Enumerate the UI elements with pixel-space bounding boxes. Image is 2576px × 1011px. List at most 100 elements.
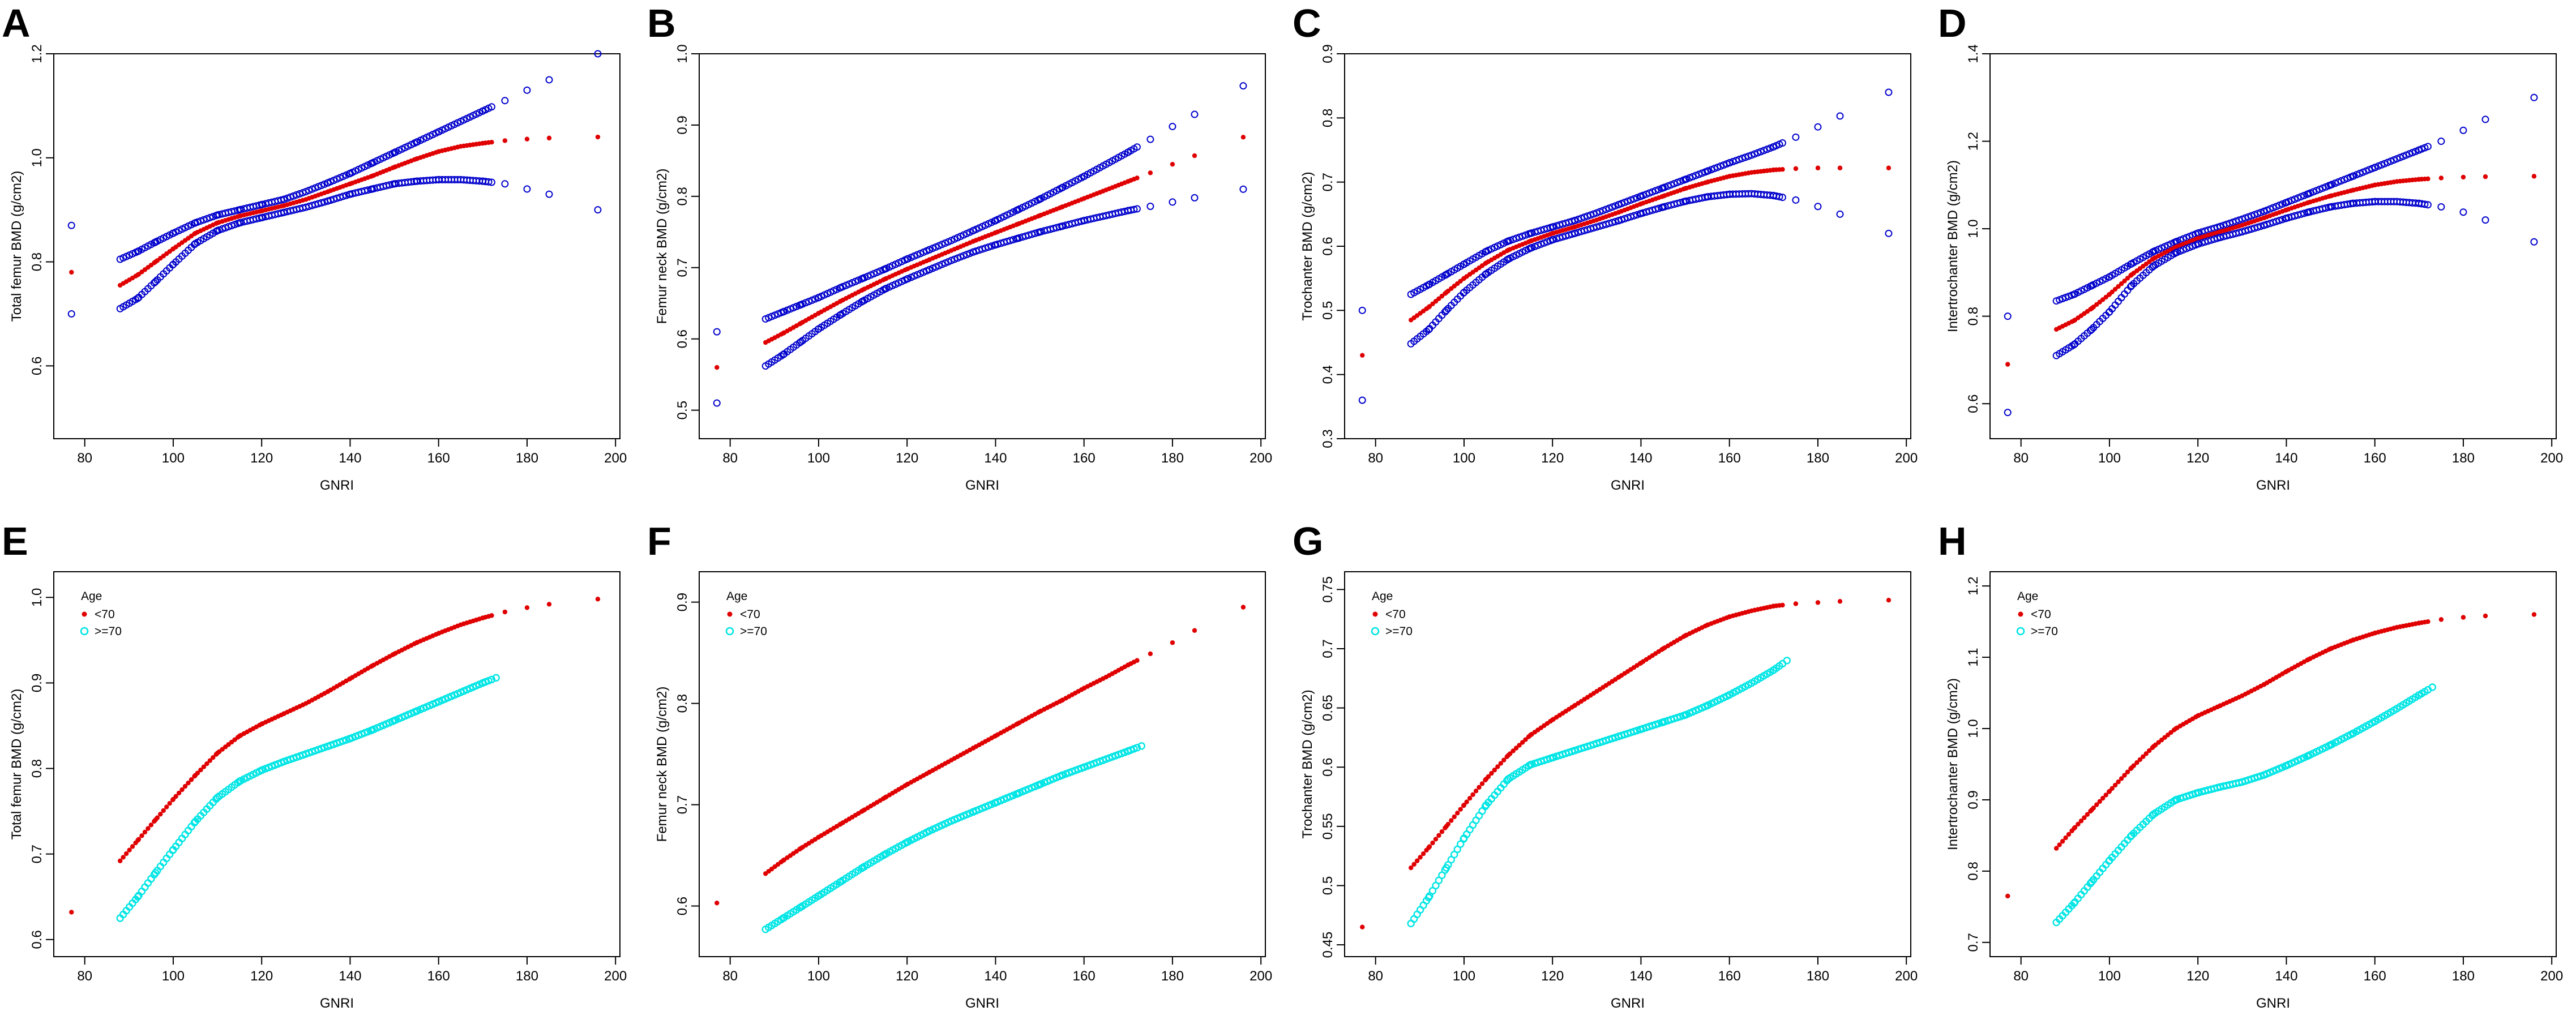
data-point: [67, 310, 75, 318]
data-point: [1133, 744, 1141, 752]
x-tick-label: 180: [1161, 451, 1184, 466]
series--70: [1407, 657, 1791, 928]
data-point: [2235, 216, 2243, 224]
data-point: [1815, 165, 1821, 170]
x-axis-title: GNRI: [1611, 478, 1645, 493]
y-axis-title: Trochanter BMD (g/cm2): [1300, 172, 1315, 320]
x-tick-label: 140: [339, 969, 361, 984]
data-point: [286, 193, 294, 201]
data-point: [1886, 598, 1892, 603]
series--70: [1360, 598, 1892, 929]
panel-a: A 80 100 120 140 160 180 200 0.6 0.8 1.0 1.2 GNRI Tot…: [2, 1, 627, 493]
data-point: [1520, 740, 1525, 745]
x-tick-label: 80: [1368, 969, 1383, 984]
data-point: [1584, 212, 1591, 220]
data-point: [293, 191, 301, 199]
panel-label-h: H: [1938, 519, 1967, 563]
x-tick-label: 100: [162, 451, 185, 466]
data-point: [1836, 210, 1844, 218]
data-point: [182, 783, 188, 789]
data-point: [231, 221, 239, 229]
x-tick-label: 120: [1541, 969, 1564, 984]
data-point: [1590, 210, 1598, 218]
y-tick-label: 0.8: [675, 694, 690, 713]
y-tick-label: 0.5: [1320, 301, 1336, 320]
data-point: [2425, 176, 2430, 182]
data-point: [713, 328, 721, 336]
x-tick-label: 80: [77, 451, 92, 466]
data-point: [2125, 276, 2130, 281]
data-point: [2483, 613, 2488, 619]
data-point: [127, 847, 132, 853]
data-point: [2424, 143, 2432, 151]
legend-marker-cyan: [1371, 627, 1380, 636]
data-point: [2094, 802, 2099, 807]
data-point: [1518, 232, 1526, 240]
x-tick-label: 140: [1629, 451, 1652, 466]
y-axis-title: Trochanter BMD (g/cm2): [1300, 689, 1315, 838]
panel-label-f: F: [647, 519, 671, 563]
data-point: [2437, 203, 2445, 211]
data-point: [1793, 601, 1799, 606]
data-point: [136, 837, 142, 842]
legend-marker-cyan: [2016, 627, 2025, 636]
data-point: [595, 134, 601, 140]
data-point: [2072, 825, 2078, 830]
data-point: [2244, 213, 2252, 221]
data-point: [1148, 170, 1153, 175]
panel-label-e: E: [2, 519, 28, 563]
data-point: [2481, 216, 2489, 224]
data-point: [1191, 110, 1199, 118]
legend-entry: <70: [740, 608, 760, 621]
data-point: [2109, 786, 2115, 791]
y-tick-label: 0.45: [1320, 932, 1336, 958]
data-point: [2078, 819, 2084, 824]
y-axis-title: Intertrochanter BMD (g/cm2): [1945, 678, 1961, 850]
data-point: [69, 910, 74, 915]
x-axis-title: GNRI: [2256, 996, 2290, 1011]
data-point: [524, 605, 530, 610]
data-point: [2248, 212, 2256, 220]
x-tick-label: 160: [1073, 451, 1096, 466]
x-tick-label: 140: [1629, 969, 1652, 984]
y-tick-label: 0.5: [675, 401, 690, 419]
y-tick-label: 0.9: [675, 593, 690, 611]
data-point: [2082, 815, 2087, 820]
data-point: [1458, 807, 1463, 812]
data-point: [1170, 640, 1175, 645]
data-point: [2250, 211, 2258, 219]
data-point: [2223, 220, 2231, 228]
x-axis-title: GNRI: [965, 478, 999, 493]
data-point: [155, 815, 160, 820]
data-point: [594, 206, 602, 214]
data-point: [487, 178, 495, 186]
y-tick-label: 0.65: [1320, 695, 1336, 721]
data-point: [2459, 208, 2467, 216]
data-point: [2122, 279, 2127, 284]
data-point: [1455, 811, 1460, 816]
data-point: [1467, 796, 1473, 801]
data-point: [123, 851, 129, 856]
panel-label-a: A: [2, 1, 31, 45]
data-point: [2004, 312, 2012, 320]
x-tick-label: 140: [2275, 969, 2297, 984]
x-tick-label: 180: [1807, 969, 1829, 984]
data-point: [2137, 757, 2143, 762]
data-point: [2459, 126, 2467, 134]
legend-entry: <70: [2031, 608, 2051, 621]
panel-label-b: B: [647, 1, 676, 45]
series-lower: [1358, 190, 1893, 404]
y-tick-label: 1.4: [1966, 44, 1981, 63]
x-tick-label: 120: [1541, 451, 1564, 466]
data-point: [1360, 353, 1365, 358]
data-point: [1780, 167, 1785, 172]
data-point: [194, 218, 202, 226]
y-tick-label: 0.8: [1966, 307, 1981, 325]
y-tick-label: 1.0: [29, 148, 45, 167]
series-fit: [714, 135, 1246, 370]
x-tick-label: 80: [722, 969, 738, 984]
panel-h: H 80 100 120 140 160 180 200 0.7 0.8 0.9 1.0 1.1 1.2 G…: [1938, 519, 2563, 1011]
data-point: [2257, 208, 2265, 216]
series-upper: [713, 82, 1247, 336]
